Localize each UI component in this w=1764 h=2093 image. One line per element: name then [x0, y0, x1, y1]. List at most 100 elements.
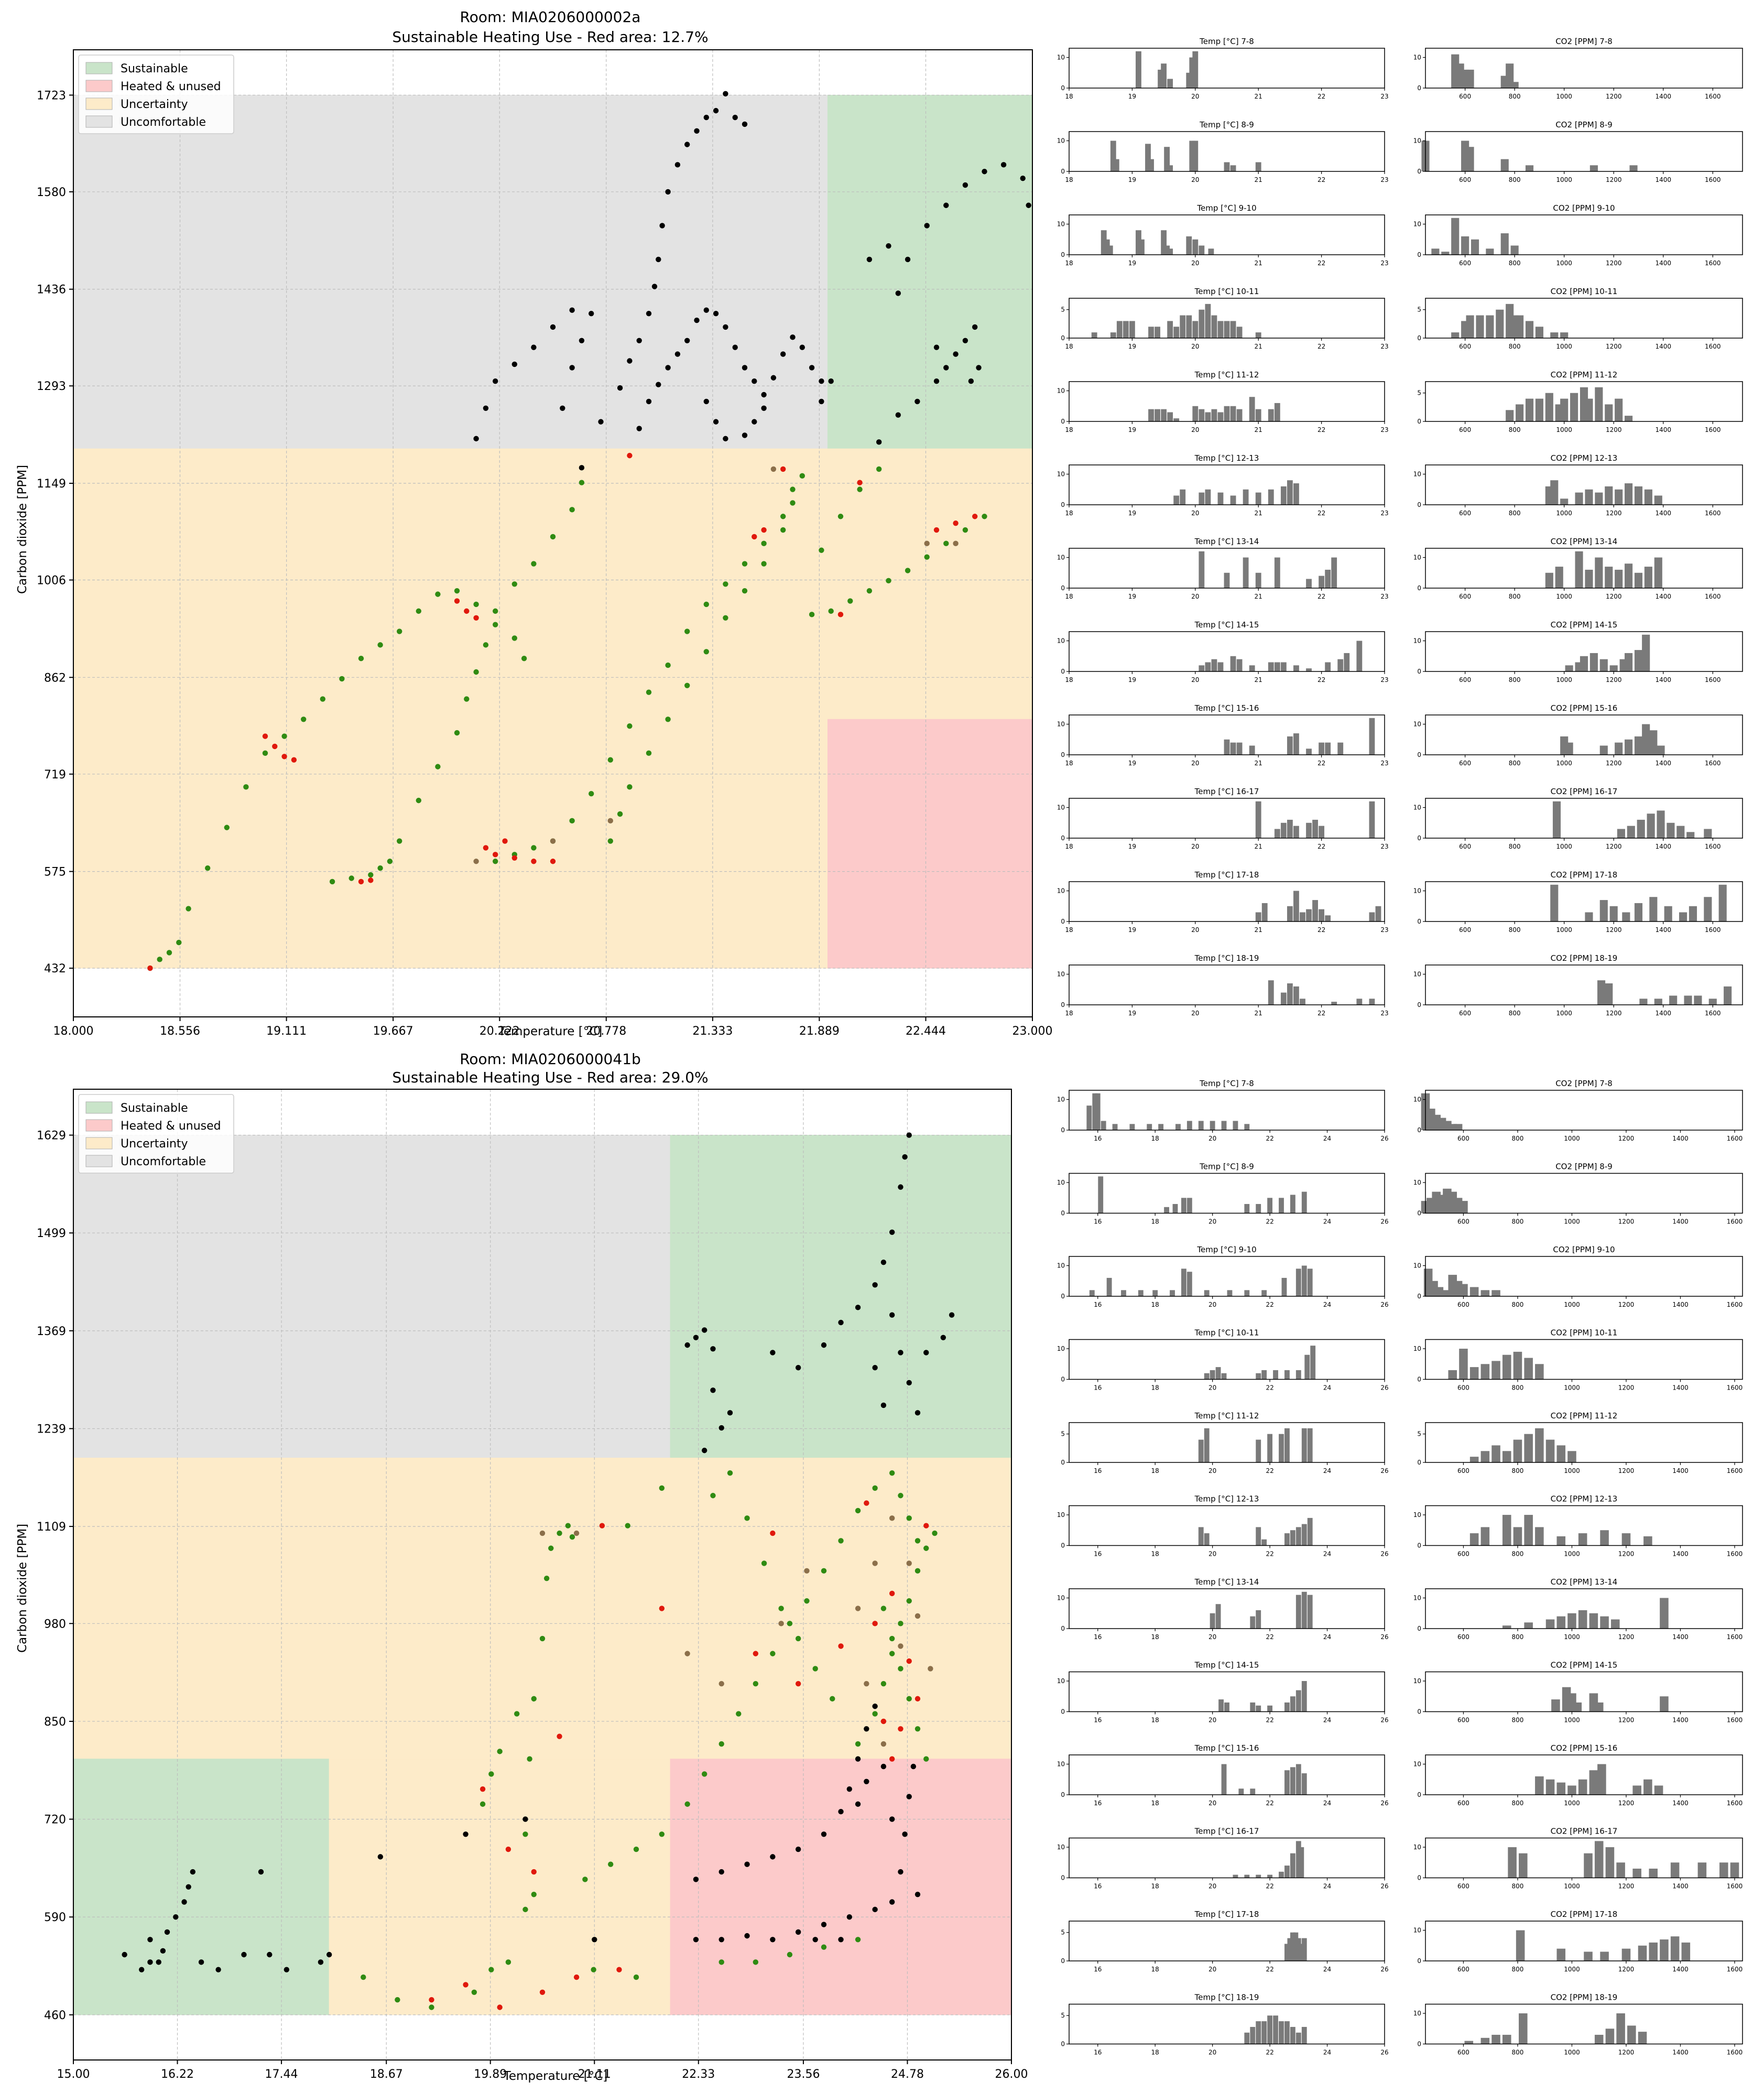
data-point-black: [665, 365, 671, 371]
histogram-x-tick-label: 26: [1380, 1883, 1388, 1890]
data-point-green: [684, 1801, 690, 1807]
histogram-title: Temp [°C] 16-17: [1194, 787, 1259, 796]
histogram-y-tick-label: 0: [1417, 834, 1421, 842]
histogram-bar: [1319, 576, 1325, 588]
y-tick-label: 980: [44, 1618, 66, 1631]
histogram-x-tick-label: 26: [1380, 1384, 1388, 1392]
histogram-bar: [1556, 1948, 1566, 1961]
histogram-bar: [1152, 1290, 1158, 1296]
data-point-green: [906, 1515, 912, 1521]
histogram-bar: [1274, 662, 1280, 671]
data-point-green: [416, 608, 421, 614]
histogram-bar: [1319, 826, 1325, 838]
histogram-bar: [1599, 659, 1608, 671]
histogram-frame: [1069, 1505, 1385, 1546]
histogram-y-tick-label: 10: [1057, 721, 1065, 728]
histogram-x-tick-label: 1000: [1564, 1384, 1580, 1392]
histogram-bar: [1148, 327, 1154, 338]
histogram-x-tick-label: 1000: [1556, 93, 1572, 100]
histogram-bar: [1567, 1613, 1576, 1629]
histogram-x-tick-label: 1400: [1672, 1550, 1689, 1558]
data-point-green: [898, 1493, 903, 1499]
histogram-bar: [1466, 315, 1474, 338]
data-point-green: [855, 1508, 861, 1514]
data-point-green: [872, 1485, 878, 1491]
y-tick-label: 1109: [37, 1521, 66, 1534]
data-point-black: [838, 1319, 844, 1326]
histogram-x-tick-label: 600: [1459, 509, 1471, 517]
histogram-bar: [1307, 1595, 1313, 1629]
y-tick-label: 432: [44, 962, 66, 975]
histogram-x-tick-label: 1600: [1705, 593, 1721, 600]
histogram-bar: [1167, 248, 1173, 255]
region-sustainable: [670, 1135, 1012, 1458]
histogram-bar: [1301, 1938, 1307, 1961]
histogram-bar: [1136, 230, 1141, 255]
histogram-bar: [1244, 1874, 1250, 1878]
histogram-x-tick-label: 16: [1094, 1218, 1102, 1226]
histogram-bar: [1508, 1847, 1517, 1878]
histogram-bar: [1625, 563, 1633, 588]
histogram-x-tick-label: 1000: [1556, 426, 1572, 433]
data-point-red: [531, 1869, 537, 1875]
histogram-bar: [1622, 912, 1630, 921]
data-point-green: [582, 1877, 588, 1882]
histogram-title: CO2 [PPM] 18-19: [1551, 953, 1618, 963]
data-point-green: [625, 1523, 630, 1528]
histogram-y-tick-label: 10: [1413, 471, 1421, 478]
data-point-black: [889, 1816, 895, 1822]
histogram-x-tick-label: 800: [1512, 1966, 1524, 1973]
data-point-black: [258, 1869, 264, 1875]
histogram-bar: [1293, 1932, 1299, 1961]
histogram-x-tick-label: 1200: [1606, 843, 1622, 850]
histogram-title: Temp [°C] 13-14: [1194, 1577, 1259, 1587]
histogram-y-tick-label: 10: [1413, 804, 1421, 811]
y-tick-label: 1580: [37, 186, 66, 199]
histogram-x-tick-label: 20: [1208, 1301, 1216, 1308]
histogram-bar: [1556, 1782, 1566, 1795]
data-point-green: [924, 554, 930, 560]
histogram-y-tick-label: 0: [1061, 1376, 1065, 1383]
histogram-y-tick-label: 10: [1057, 1345, 1065, 1352]
histogram-frame: [1425, 798, 1743, 839]
histogram-bar: [1295, 1527, 1301, 1546]
histogram-bar: [1227, 1290, 1233, 1296]
data-point-black: [656, 382, 661, 387]
histogram-x-tick-label: 16: [1094, 1883, 1102, 1890]
histogram-x-tick-label: 800: [1509, 926, 1521, 934]
data-point-black: [872, 1364, 878, 1371]
histogram-bar: [1704, 829, 1712, 838]
histogram-x-tick-label: 20: [1191, 843, 1199, 850]
histogram-x-tick-label: 21: [1255, 926, 1262, 934]
histogram-x-tick-label: 18: [1065, 760, 1073, 767]
histogram-y-tick-label: 0: [1417, 584, 1421, 592]
data-point-green: [880, 1606, 887, 1611]
histogram-bar: [1189, 140, 1195, 171]
histogram-bar: [1290, 1530, 1295, 1546]
histogram-bar: [1290, 1853, 1295, 1878]
histogram-x-tick-label: 1600: [1727, 1135, 1743, 1142]
histogram-bar: [1600, 1616, 1609, 1629]
histogram-frame: [1069, 1754, 1385, 1795]
data-point-green: [819, 547, 824, 553]
histogram-frame: [1425, 48, 1743, 89]
data-point-red: [889, 1590, 895, 1597]
chart-1-xlabel: Temperature [°C]: [498, 1025, 603, 1038]
histogram-bar: [1236, 409, 1243, 421]
histogram-bar: [1250, 1616, 1256, 1629]
histogram-title: CO2 [PPM] 15-16: [1551, 703, 1618, 713]
histogram-bar: [1284, 1533, 1290, 1546]
histogram-title: CO2 [PPM] 12-13: [1551, 453, 1618, 463]
y-tick-label: 1149: [37, 478, 66, 491]
histogram-bar: [1610, 1619, 1620, 1629]
histogram-bar: [1164, 1207, 1169, 1213]
histogram-x-tick-label: 22: [1317, 426, 1325, 433]
data-point-black: [940, 1335, 946, 1340]
chart-1-histograms: Temp [°C] 7-8 18 19 20 21 22 23 0 10 CO2 [PPM] 7-…: [1057, 37, 1743, 1017]
data-point-brown: [684, 1651, 690, 1656]
histogram-bar: [1670, 1862, 1680, 1878]
data-point-red: [473, 615, 479, 621]
histogram-x-tick-label: 1400: [1672, 2049, 1689, 2056]
data-point-green: [889, 1651, 895, 1656]
data-point-black: [727, 1410, 733, 1416]
